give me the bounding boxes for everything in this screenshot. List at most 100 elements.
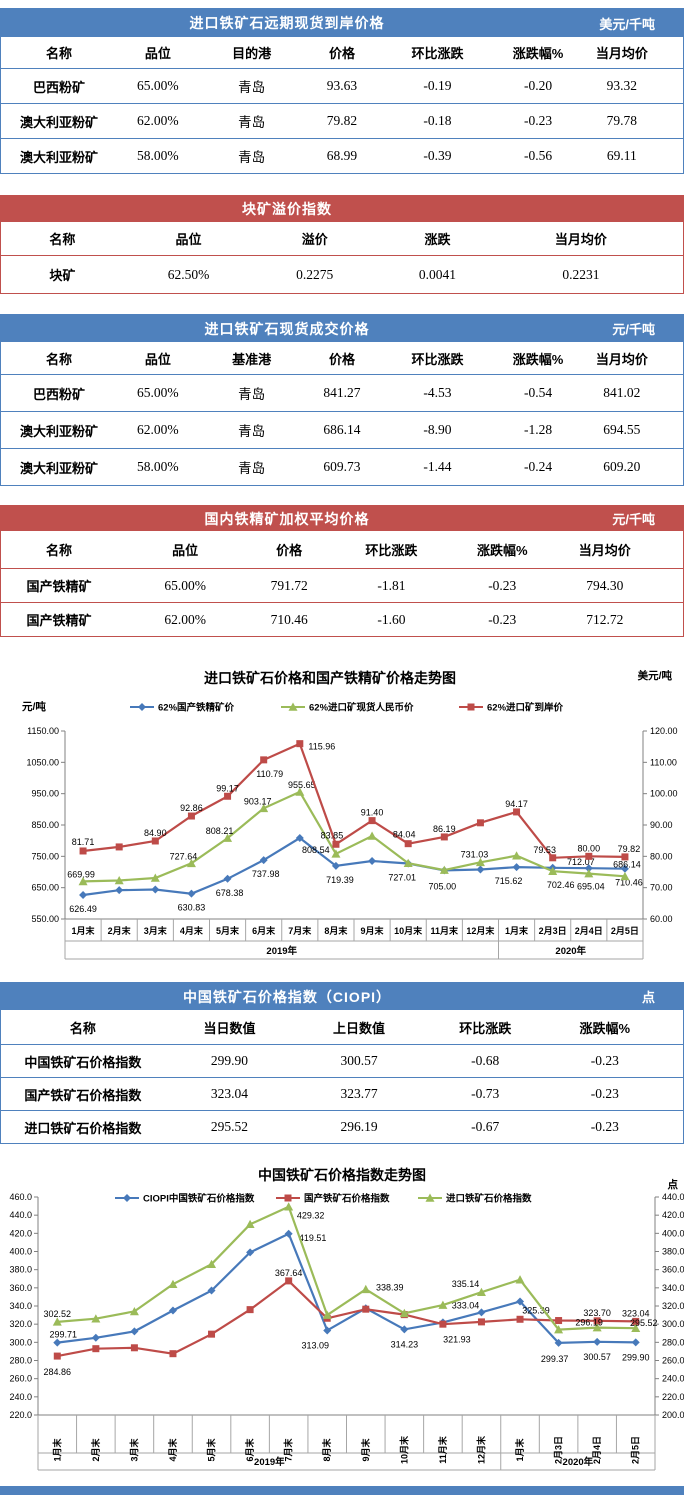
row-name-cell: 国产铁精矿 xyxy=(26,579,92,594)
table-domestic-concentrate-weighted-avg-price: 国内铁精矿加权平均价格 元/千吨 名称 品位 价格 环比涨跌 涨跌幅% 当月均价 国产铁精矿… xyxy=(0,505,684,637)
data-table: 名称 品位 目的港 价格 环比涨跌 涨跌幅% 当月均价 巴西粉矿 65.00% 青岛 93.63 -0… xyxy=(1,37,683,173)
value-cell: 58.00% xyxy=(116,448,199,485)
table-lump-premium-index: 块矿溢价指数 名称 品位 溢价 涨跌 当月均价 块矿 62.50% 0.2275 0.0041 0… xyxy=(0,195,684,294)
series-line xyxy=(57,1232,636,1345)
value-cell: -0.39 xyxy=(379,138,496,173)
column-header: 品位 xyxy=(116,342,199,375)
value-cell: 69.11 xyxy=(580,138,683,173)
data-point-label: 731.03 xyxy=(461,849,489,859)
left-axis-unit: 元/吨 xyxy=(22,700,46,713)
series-line xyxy=(57,1279,636,1358)
table-unit: 元/千吨 xyxy=(612,512,655,527)
header-row: 名称 当日数值 上日数值 环比涨跌 涨跌幅% xyxy=(1,1010,683,1045)
value-cell: 0.0041 xyxy=(418,266,457,282)
table-unit: 美元/千吨 xyxy=(599,16,655,32)
price-trend-chart-section: 进口铁矿石价格和国产铁精矿价格走势图 元/吨 美元/吨 62%国产铁精矿价 62%进口矿… xyxy=(0,637,684,970)
value-cell: 0.2275 xyxy=(296,266,334,282)
x-axis-category-label: 12月末 xyxy=(466,925,495,936)
x-axis-category-label: 10月末 xyxy=(394,925,423,936)
data-point-label: 626.49 xyxy=(69,904,97,914)
x-axis-category-label: 4月末 xyxy=(180,925,204,936)
data-point-label: 299.71 xyxy=(50,1330,78,1340)
value-cell: -4.53 xyxy=(423,385,452,400)
x-axis-category-label: 6月末 xyxy=(252,925,276,936)
data-point-label: 323.04 xyxy=(622,1308,650,1318)
bottom-blue-bar xyxy=(0,1486,684,1495)
data-point-label: 99.17 xyxy=(216,783,239,793)
data-point-label: 80.00 xyxy=(578,843,601,853)
table-row: 澳大利亚粉矿 58.00% 青岛 68.99 -0.39 -0.56 69.11 xyxy=(1,138,683,173)
data-point-label: 284.86 xyxy=(44,1367,72,1377)
left-axis-tick-label: 550.00 xyxy=(31,914,59,924)
data-point-label: 300.57 xyxy=(583,1352,611,1362)
value-cell: -1.28 xyxy=(495,411,581,449)
right-axis-tick-label: 340.0 xyxy=(662,1283,684,1293)
table-ciopi-index: 中国铁矿石价格指数（CIOPI） 点 名称 当日数值 上日数值 环比涨跌 涨跌幅% 中国铁… xyxy=(0,982,684,1144)
data-table: 名称 品位 溢价 涨跌 当月均价 块矿 62.50% 0.2275 0.0041 0.2231 xyxy=(1,222,683,293)
value-cell: 300.57 xyxy=(340,1053,378,1068)
left-axis-tick-label: 220.0 xyxy=(9,1410,32,1420)
value-cell: 299.90 xyxy=(210,1053,249,1068)
x-axis-year-label: 2020年 xyxy=(563,1456,594,1468)
x-axis-category-label: 2月4日 xyxy=(575,926,603,936)
x-axis-category-label: 2月5日 xyxy=(611,926,639,936)
data-point-label: 719.39 xyxy=(326,875,354,885)
value-cell: -1.81 xyxy=(377,577,406,593)
x-axis-category-label: 6月末 xyxy=(244,1438,255,1462)
value-cell: -0.56 xyxy=(495,138,581,173)
value-cell: -0.23 xyxy=(590,1053,619,1068)
value-cell: -8.90 xyxy=(379,411,496,449)
column-header: 名称 xyxy=(1,531,117,569)
legend-label: 62%国产铁精矿价 xyxy=(158,702,235,714)
row-name-cell: 澳大利亚粉矿 xyxy=(1,448,117,485)
value-cell: 710.46 xyxy=(253,602,325,636)
header-row: 名称 品位 价格 环比涨跌 涨跌幅% 当月均价 xyxy=(1,531,683,569)
value-cell: 62.00% xyxy=(116,602,254,636)
data-table: 名称 当日数值 上日数值 环比涨跌 涨跌幅% 中国铁矿石价格指数 299.90 300.57 -… xyxy=(1,1010,683,1143)
column-header: 目的港 xyxy=(198,37,305,69)
left-axis-tick-label: 280.0 xyxy=(9,1356,32,1366)
column-header: 价格 xyxy=(253,531,325,569)
value-cell: -0.20 xyxy=(523,78,553,93)
left-axis-tick-label: 1150.00 xyxy=(27,726,59,736)
column-header: 环比涨跌 xyxy=(379,342,496,375)
value-cell: 79.78 xyxy=(580,103,683,139)
column-header: 涨跌幅% xyxy=(457,531,547,569)
right-axis-unit: 点 xyxy=(668,1178,679,1191)
value-cell: -0.67 xyxy=(423,1110,547,1143)
right-axis-tick-label: 60.00 xyxy=(650,914,673,924)
x-axis-year-label: 2019年 xyxy=(266,945,297,957)
table-unit: 点 xyxy=(641,990,655,1005)
legend-label: CIOPI中国铁矿石价格指数 xyxy=(143,1193,255,1205)
column-header: 涨跌幅% xyxy=(495,342,581,375)
value-cell: -0.23 xyxy=(546,1077,683,1111)
data-point-label: 314.23 xyxy=(391,1339,419,1349)
row-name-cell: 国产铁矿石价格指数 xyxy=(1,1077,165,1111)
left-axis-tick-label: 440.0 xyxy=(9,1210,32,1220)
data-point-label: 712.07 xyxy=(567,857,595,867)
data-point-label: 323.70 xyxy=(583,1308,611,1318)
left-axis-tick-label: 320.0 xyxy=(9,1319,32,1329)
column-header: 名称 xyxy=(1,37,117,69)
table-title: 进口铁矿石远期现货到岸价格 xyxy=(189,15,385,31)
value-cell: 323.77 xyxy=(294,1077,424,1111)
column-header: 品位 xyxy=(116,531,254,569)
left-axis-tick-label: 260.0 xyxy=(9,1374,32,1384)
table-header-band: 进口铁矿石远期现货到岸价格 美元/千吨 xyxy=(1,9,683,37)
series-line xyxy=(82,742,625,859)
left-axis-tick-label: 360.0 xyxy=(9,1283,32,1293)
value-cell: -0.19 xyxy=(423,78,452,93)
x-axis-category-label: 2月末 xyxy=(90,1438,101,1462)
value-cell: 841.27 xyxy=(323,385,361,400)
value-cell: 65.00% xyxy=(137,78,179,93)
row-name-cell: 澳大利亚粉矿 xyxy=(1,138,117,173)
table-row: 进口铁矿石价格指数 295.52 296.19 -0.67 -0.23 xyxy=(1,1110,683,1143)
column-header: 涨跌幅% xyxy=(546,1010,683,1045)
x-axis-category-label: 2月4日 xyxy=(592,1436,602,1464)
x-axis-category-label: 1月末 xyxy=(51,1438,62,1462)
column-header: 名称 xyxy=(1,342,117,375)
value-cell: -0.24 xyxy=(495,448,581,485)
data-point-label: 429.32 xyxy=(297,1211,325,1221)
data-point-label: 419.51 xyxy=(299,1233,327,1243)
value-cell: -1.44 xyxy=(379,448,496,485)
